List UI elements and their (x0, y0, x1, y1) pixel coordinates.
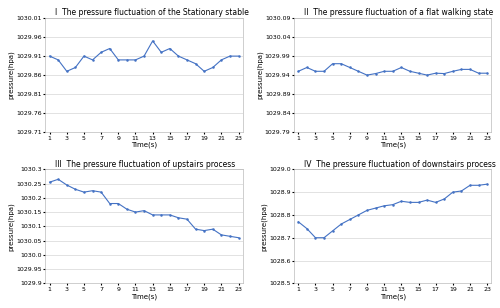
X-axis label: Time(s): Time(s) (131, 293, 157, 300)
Text: IV  The pressure fluctuation of downstairs process: IV The pressure fluctuation of downstair… (304, 160, 496, 168)
Y-axis label: pressure(hpa): pressure(hpa) (8, 51, 15, 99)
X-axis label: Time(s): Time(s) (380, 293, 406, 300)
Y-axis label: pressure(hpa): pressure(hpa) (261, 202, 268, 251)
Y-axis label: pressure(hpa): pressure(hpa) (8, 202, 15, 251)
Text: II  The pressure fluctuation of a flat walking state: II The pressure fluctuation of a flat wa… (304, 8, 493, 17)
X-axis label: Time(s): Time(s) (131, 142, 157, 148)
Text: III  The pressure fluctuation of upstairs process: III The pressure fluctuation of upstairs… (55, 160, 236, 168)
Y-axis label: pressure(hpa): pressure(hpa) (257, 51, 264, 99)
Text: I  The pressure fluctuation of the Stationary stable: I The pressure fluctuation of the Statio… (55, 8, 249, 17)
X-axis label: Time(s): Time(s) (380, 142, 406, 148)
